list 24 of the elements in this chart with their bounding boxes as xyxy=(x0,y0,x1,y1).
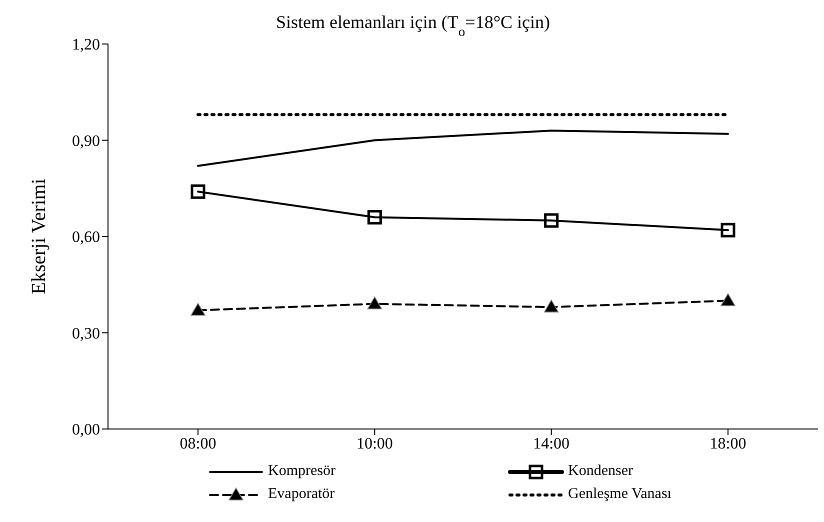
legend-label: Genleşme Vanası xyxy=(568,486,672,503)
point xyxy=(544,300,559,312)
point xyxy=(544,213,559,228)
legend-label: Kondenser xyxy=(568,463,633,480)
x-tick-label: 14:00 xyxy=(533,435,570,452)
line-series xyxy=(197,130,729,167)
y-axis-title: Ekserji Verimi xyxy=(28,178,50,294)
y-tick-label: 0,00 xyxy=(72,422,100,439)
x-tick-label: 10:00 xyxy=(356,435,393,452)
point xyxy=(367,210,382,224)
y-tick-label: 0,30 xyxy=(72,325,100,342)
x-tick-label: 18:00 xyxy=(710,435,746,452)
chart-title: Sistem elemanları için (T$_{o}$=18°C için) xyxy=(276,12,550,38)
point xyxy=(720,293,736,306)
legend-label: Evaporatör xyxy=(268,486,335,503)
y-tick-label: 1,20 xyxy=(72,36,100,54)
legend-label: Kompresör xyxy=(268,463,336,480)
point xyxy=(190,184,206,199)
point xyxy=(367,296,382,310)
y-tick-label: 0,90 xyxy=(72,132,100,150)
y-tick-label: 0,60 xyxy=(72,229,100,246)
x-tick-label: 08:00 xyxy=(180,435,216,452)
point xyxy=(720,222,736,238)
point xyxy=(190,302,206,316)
